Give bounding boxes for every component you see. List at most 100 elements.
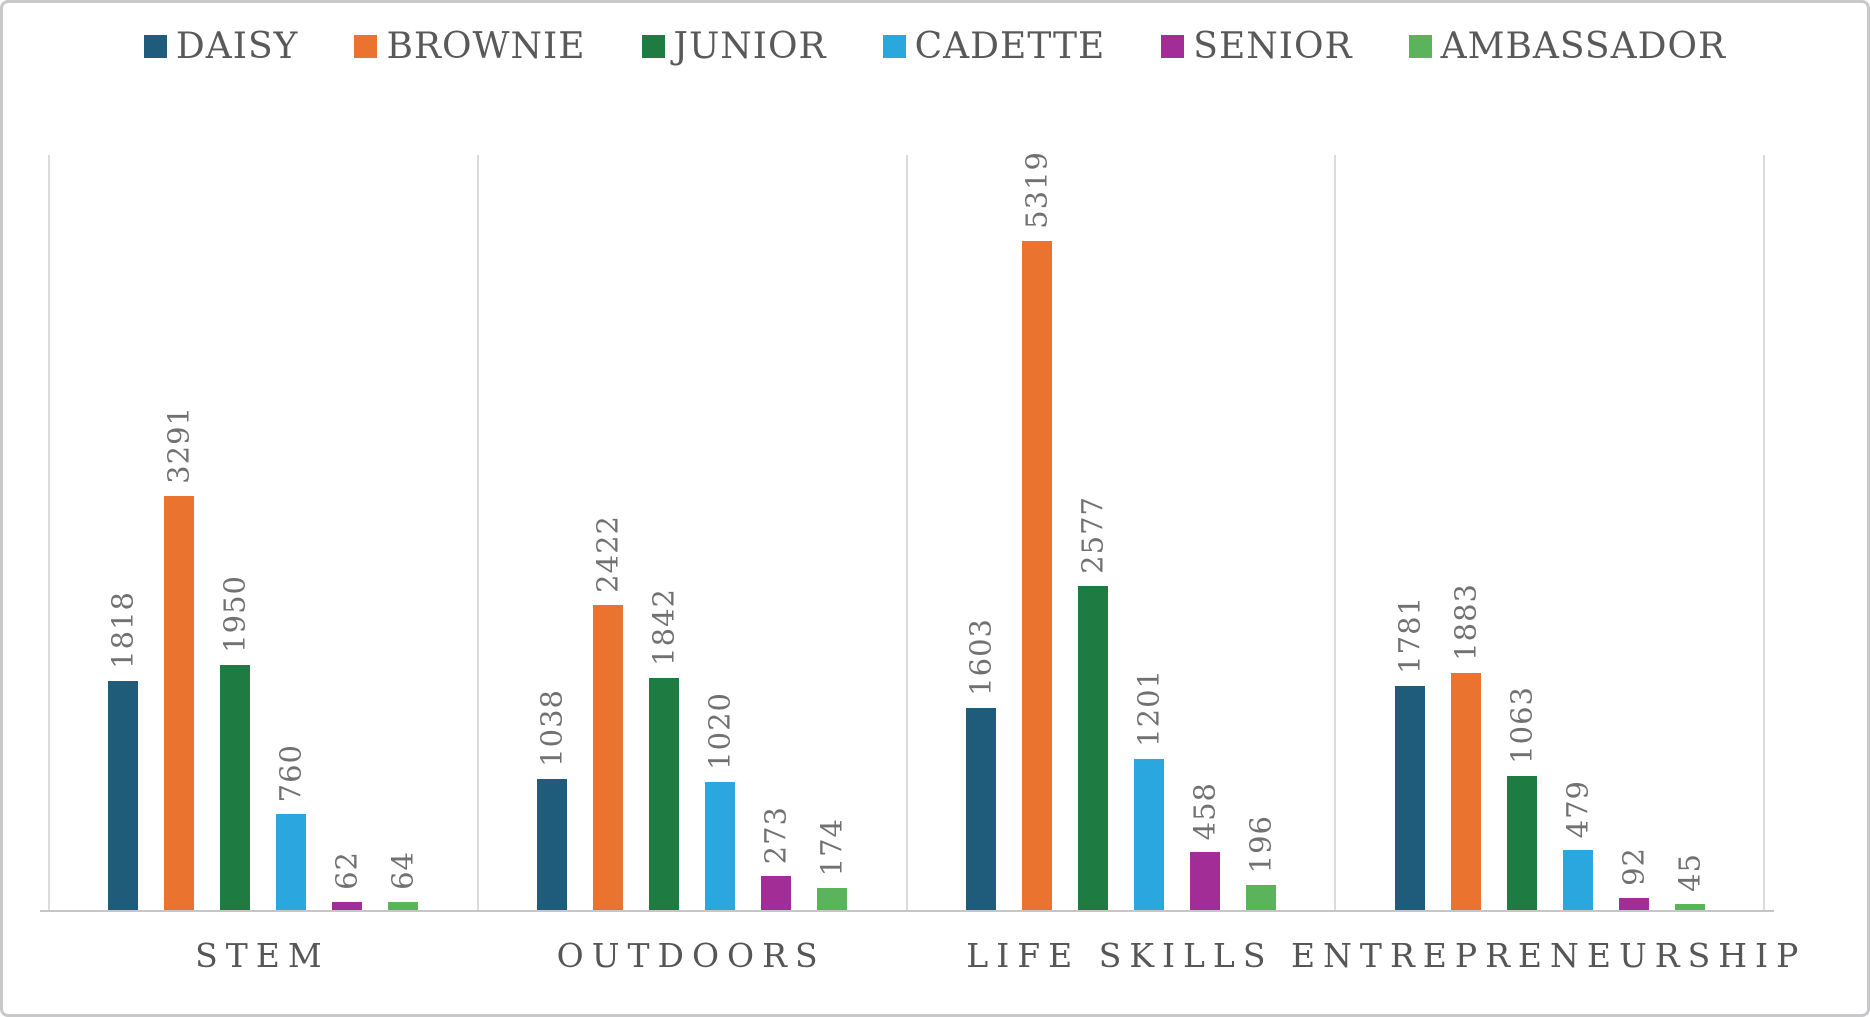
bar-value-label: 1950	[217, 575, 252, 653]
bar-slot: 1038	[535, 689, 569, 910]
bar-value-label: 458	[1187, 781, 1222, 840]
category-label-outdoors: OUTDOORS	[556, 936, 826, 975]
legend-item-ambassador: AMBASSADOR	[1408, 26, 1727, 67]
bar-daisy-entrepreneurship	[1394, 686, 1425, 910]
legend-item-cadette: CADETTE	[882, 26, 1106, 67]
bar-slot: 1818	[106, 591, 140, 910]
bar-slot: 196	[1243, 815, 1277, 910]
bar-value-label: 2422	[590, 515, 625, 593]
bar-slot: 45	[1672, 853, 1706, 910]
legend-label: CADETTE	[914, 26, 1106, 67]
category-axis-line	[40, 910, 1774, 912]
category-group-entrepreneurship: 1781 1883 1063 479 92 45	[1334, 155, 1763, 910]
bar-cadette-outdoors	[705, 782, 736, 910]
bar-slot: 92	[1616, 847, 1650, 910]
bar-slot: 1603	[963, 618, 997, 910]
bar-daisy-life-skills	[965, 708, 996, 910]
bar-slot: 1020	[703, 692, 737, 910]
bar-brownie-stem	[164, 496, 195, 910]
bar-slot: 62	[330, 851, 364, 910]
legend-item-daisy: DAISY	[143, 26, 299, 67]
bar-value-label: 1201	[1131, 669, 1166, 747]
category-label-stem: STEM	[195, 936, 330, 975]
bar-slot: 1201	[1131, 669, 1165, 910]
bar-value-label: 479	[1560, 779, 1595, 838]
plot-area: 1818 3291 1950 760 62 64 1038 2422 1842 1020 273 17…	[48, 151, 1765, 910]
category-axis-labels: STEM OUTDOORS LIFE SKILLS ENTREPRENEURSHIP	[48, 936, 1807, 975]
bar-slot: 1842	[647, 588, 681, 910]
bar-cluster: 1818 3291 1950 760 62 64	[50, 406, 477, 910]
bar-value-label: 1020	[702, 692, 737, 770]
bar-junior-stem	[220, 665, 251, 910]
bar-junior-life-skills	[1077, 586, 1108, 910]
category-group-stem: 1818 3291 1950 760 62 64	[48, 155, 477, 910]
bar-value-label: 3291	[161, 406, 196, 484]
legend-item-senior: SENIOR	[1161, 26, 1352, 67]
category-group-outdoors: 1038 2422 1842 1020 273 174	[476, 155, 906, 910]
bar-slot: 1883	[1448, 583, 1482, 910]
bar-slot: 174	[815, 818, 849, 910]
bar-value-label: 2577	[1075, 496, 1110, 574]
category-group-life-skills: 1603 5319 2577 1201 458 196	[905, 151, 1335, 910]
bar-value-label: 1842	[646, 588, 681, 666]
bar-slot: 2577	[1075, 496, 1109, 910]
bar-slot: 2422	[591, 515, 625, 910]
bar-slot: 479	[1560, 780, 1594, 910]
bar-slot: 273	[759, 806, 793, 910]
bar-cluster: 1603 5319 2577 1201 458 196	[908, 151, 1335, 910]
bar-value-label: 760	[273, 743, 308, 802]
category-label-entrepreneurship: ENTREPRENEURSHIP	[1290, 936, 1807, 975]
bar-value-label: 62	[329, 851, 364, 890]
bar-value-label: 64	[385, 851, 420, 890]
legend-swatch-icon	[882, 35, 906, 58]
bar-daisy-outdoors	[537, 779, 568, 910]
legend-swatch-icon	[1408, 35, 1432, 58]
bar-cluster: 1038 2422 1842 1020 273 174	[479, 515, 906, 910]
bar-value-label: 196	[1243, 814, 1278, 873]
bar-junior-outdoors	[649, 678, 680, 910]
bar-slot: 760	[274, 744, 308, 910]
bar-slot: 3291	[162, 406, 196, 910]
bar-slot: 1781	[1392, 596, 1426, 910]
legend-label: AMBASSADOR	[1440, 26, 1727, 67]
bar-value-label: 92	[1616, 847, 1651, 886]
legend-label: SENIOR	[1193, 26, 1353, 67]
legend-swatch-icon	[143, 35, 167, 58]
legend-swatch-icon	[641, 35, 665, 58]
bar-ambassador-life-skills	[1245, 885, 1276, 910]
bar-value-label: 1063	[1504, 686, 1539, 764]
bar-cluster: 1781 1883 1063 479 92 45	[1336, 583, 1763, 910]
bar-value-label: 5319	[1019, 151, 1054, 229]
bar-junior-entrepreneurship	[1506, 776, 1537, 910]
bar-value-label: 1038	[534, 689, 569, 767]
bar-cadette-entrepreneurship	[1562, 850, 1593, 910]
bar-senior-life-skills	[1189, 852, 1220, 910]
bar-senior-stem	[332, 902, 363, 910]
bar-senior-outdoors	[761, 876, 792, 910]
bar-ambassador-entrepreneurship	[1674, 904, 1705, 910]
bar-cadette-stem	[276, 814, 307, 910]
legend-label: JUNIOR	[673, 26, 827, 67]
bar-value-label: 1603	[963, 618, 998, 696]
bar-slot: 64	[386, 851, 420, 910]
legend-swatch-icon	[1161, 35, 1185, 58]
legend-item-brownie: BROWNIE	[354, 26, 585, 67]
bar-value-label: 1818	[105, 591, 140, 669]
bar-value-label: 273	[758, 805, 793, 864]
bar-slot: 1063	[1504, 686, 1538, 910]
bar-value-label: 45	[1672, 853, 1707, 892]
bar-brownie-life-skills	[1021, 241, 1052, 910]
bar-slot: 1950	[218, 575, 252, 910]
bar-value-label: 1781	[1392, 596, 1427, 674]
bar-daisy-stem	[108, 681, 139, 910]
bar-value-label: 1883	[1448, 583, 1483, 661]
bar-brownie-entrepreneurship	[1450, 673, 1481, 910]
bar-slot: 458	[1187, 782, 1221, 910]
legend-label: DAISY	[175, 26, 299, 67]
legend: DAISY BROWNIE JUNIOR CADETTE SENIOR AMBASSADO…	[0, 26, 1870, 67]
bar-ambassador-stem	[388, 902, 419, 910]
category-label-life-skills: LIFE SKILLS	[966, 936, 1274, 975]
legend-item-junior: JUNIOR	[641, 26, 827, 67]
bar-slot: 5319	[1019, 151, 1053, 910]
